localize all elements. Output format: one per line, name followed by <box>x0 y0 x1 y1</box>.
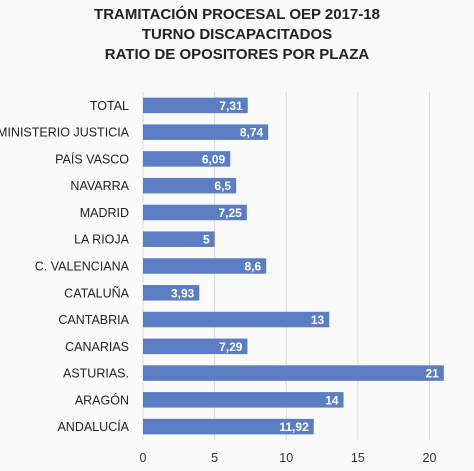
bar <box>143 124 269 140</box>
category-label: TOTAL <box>90 99 129 113</box>
data-label: 11,92 <box>279 420 309 434</box>
data-label: 7,31 <box>219 99 243 113</box>
bar <box>143 258 267 274</box>
x-tick-label: 20 <box>423 451 437 465</box>
chart-title-line-2: TURNO DISCAPACITADOS <box>141 26 333 43</box>
bar <box>143 365 444 381</box>
bar <box>143 151 231 167</box>
chart-title-line-1: TRAMITACIÓN PROCESAL OEP 2017-18 <box>94 6 380 23</box>
bar <box>143 285 200 301</box>
bar <box>143 177 237 194</box>
x-tick-label: 15 <box>351 451 365 465</box>
category-label: ANDALUCÍA <box>57 419 129 434</box>
bar <box>143 204 247 221</box>
category-label: CANTABRIA <box>58 313 129 327</box>
category-label: ASTURIAS. <box>63 367 129 381</box>
bar <box>143 231 215 247</box>
data-label: 21 <box>425 367 439 381</box>
data-label: 14 <box>325 393 339 407</box>
chart-title-line-3: RATIO DE OPOSITORES POR PLAZA <box>104 46 370 63</box>
category-label: CATALUÑA <box>64 286 129 300</box>
x-tick-label: 5 <box>211 451 218 465</box>
data-label: 6,5 <box>214 179 231 193</box>
bar <box>143 338 248 355</box>
category-label: PAÍS VASCO <box>55 151 129 166</box>
category-label: C. VALENCIANA <box>35 260 130 274</box>
data-label: 5 <box>203 233 210 247</box>
data-label: 8,74 <box>240 126 264 140</box>
x-tick-label: 0 <box>140 451 147 465</box>
bar <box>143 311 330 328</box>
category-label: MADRID <box>80 206 129 220</box>
category-label: NAVARRA <box>70 179 129 193</box>
category-label: MINISTERIO JUSTICIA <box>0 126 130 140</box>
data-label: 13 <box>311 313 325 327</box>
bar <box>143 392 344 408</box>
data-label: 7,25 <box>219 206 243 220</box>
data-label: 3,93 <box>171 286 195 300</box>
data-label: 6,09 <box>202 152 226 166</box>
bar <box>143 418 314 435</box>
category-label: ARAGÓN <box>75 392 129 407</box>
data-label: 8,6 <box>245 260 262 274</box>
x-tick-label: 10 <box>279 451 293 465</box>
category-label: CANARIAS <box>65 340 129 354</box>
bar <box>143 97 248 114</box>
category-label: LA RIOJA <box>74 233 130 247</box>
data-label: 7,29 <box>219 340 243 354</box>
